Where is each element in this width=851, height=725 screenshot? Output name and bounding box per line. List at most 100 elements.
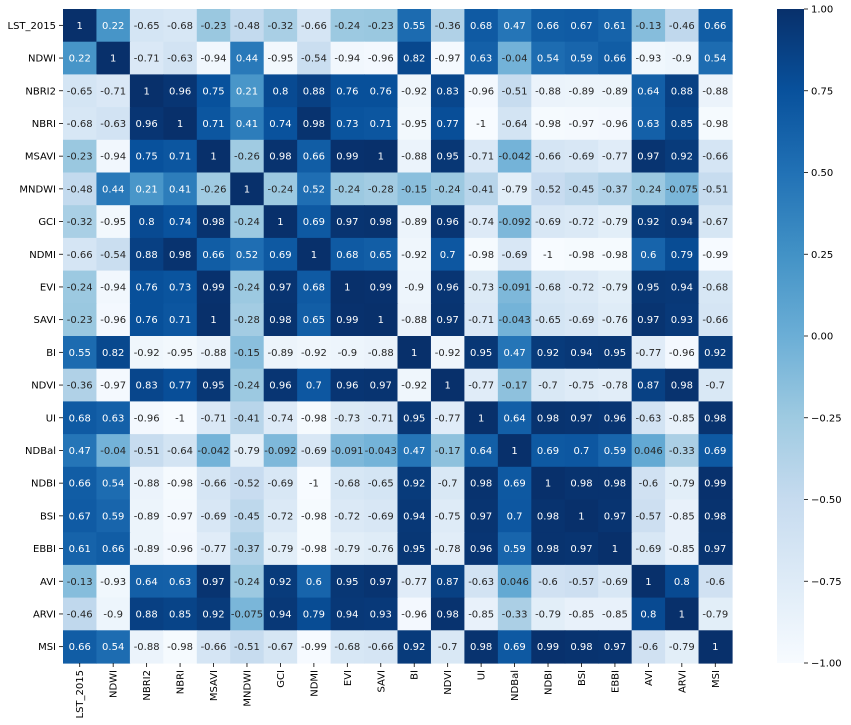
heatmap-cell [163, 205, 198, 239]
colorbar-tick-label: 0.25 [811, 250, 833, 261]
heatmap-cell [330, 368, 365, 402]
cell-value-label: 1 [244, 184, 250, 195]
heatmap-cell [397, 74, 432, 108]
heatmap-cell-labels: 1 0.22 -0.65 -0.68 -0.23 -0.48 -0.32 -0.66 -0.24… [67, 21, 728, 653]
x-tick-label: NDMI [309, 670, 320, 697]
heatmap-cell [531, 401, 566, 435]
cell-value-label: 0.97 [570, 544, 592, 555]
cell-value-label: 0.59 [503, 544, 525, 555]
heatmap-cell [129, 597, 164, 631]
heatmap-cell [564, 237, 599, 272]
heatmap-cell [330, 499, 365, 533]
heatmap-cell [698, 564, 733, 599]
cell-value-label: -0.98 [535, 119, 561, 130]
x-axis-ticks: LST_2015 NDWI NBRI2 NBRI MSAVI MNDWI GCI NDMI EV… [75, 663, 722, 718]
cell-value-label: -0.71 [100, 86, 126, 97]
heatmap-cell [163, 597, 198, 631]
heatmap-cell [230, 401, 265, 435]
heatmap-cell [230, 630, 265, 664]
colorbar-tick-label: −1.00 [811, 659, 842, 670]
cell-value-label: 0.76 [135, 282, 157, 293]
heatmap-cell [297, 499, 332, 533]
cell-value-label: 0.97 [336, 217, 358, 228]
heatmap-cell [63, 564, 98, 599]
heatmap-cell [598, 466, 633, 501]
heatmap-cell [263, 172, 298, 206]
heatmap-cell [665, 434, 700, 468]
heatmap-cell [330, 336, 365, 370]
heatmap-cell [698, 368, 733, 402]
cell-value-label: -0.85 [602, 609, 628, 620]
heatmap-cell [230, 597, 265, 631]
cell-value-label: 1 [77, 21, 83, 32]
heatmap-cell [598, 564, 633, 599]
heatmap-cell [63, 139, 98, 174]
heatmap-cell [263, 139, 298, 174]
cell-value-label: 0.97 [202, 577, 224, 588]
heatmap-cell [631, 139, 666, 174]
cell-value-label: 0.54 [102, 479, 124, 490]
heatmap-cell [96, 564, 131, 599]
heatmap-cell [330, 9, 365, 43]
cell-value-label: -0.71 [201, 413, 227, 424]
x-tick-label: ARVI [677, 670, 688, 693]
heatmap-cell [430, 107, 465, 141]
heatmap-cell [665, 270, 700, 304]
heatmap-cell [631, 630, 666, 664]
cell-value-label: -0.92 [401, 250, 427, 261]
cell-value-label: 0.69 [537, 446, 559, 457]
heatmap-cell [297, 532, 332, 566]
heatmap-cell [129, 532, 164, 566]
cell-value-label: -0.64 [167, 446, 193, 457]
cell-value-label: 0.8 [674, 577, 690, 588]
cell-value-label: -0.98 [301, 511, 327, 522]
heatmap-cell [330, 41, 365, 75]
heatmap-cell [464, 336, 499, 370]
cell-value-label: 0.69 [269, 250, 291, 261]
cell-value-label: 0.95 [637, 282, 659, 293]
cell-value-label: -0.15 [401, 184, 427, 195]
heatmap-cell [497, 630, 532, 664]
cell-value-label: 0.92 [637, 217, 659, 228]
x-tick-label: EVI [343, 670, 354, 686]
cell-value-label: 0.71 [202, 119, 224, 130]
cell-value-label: 0.99 [336, 315, 358, 326]
heatmap-cell [297, 401, 332, 435]
heatmap-cell [129, 466, 164, 501]
heatmap-cell [564, 107, 599, 141]
heatmap-cell [364, 532, 399, 566]
y-tick-label: MNDWI [19, 184, 56, 195]
cell-value-label: -0.23 [368, 21, 394, 32]
heatmap-cell [598, 368, 633, 402]
heatmap-cell [665, 368, 700, 402]
heatmap-cell [464, 597, 499, 631]
cell-value-label: 0.98 [470, 642, 492, 653]
cell-value-label: -0.042 [498, 152, 530, 163]
heatmap-cell [531, 9, 566, 43]
cell-value-label: -0.68 [167, 21, 193, 32]
heatmap-cell [698, 74, 733, 108]
x-tick-label: GCI [276, 670, 287, 688]
cell-value-label: 0.7 [306, 381, 322, 392]
heatmap-cell [631, 270, 666, 304]
heatmap-cell [531, 368, 566, 402]
x-tick-label: NBRI [176, 670, 187, 694]
heatmap-cell [531, 303, 566, 337]
heatmap-cell [497, 368, 532, 402]
cell-value-label: -0.6 [639, 479, 659, 490]
heatmap-cell [598, 597, 633, 631]
cell-value-label: -0.66 [368, 642, 394, 653]
heatmap-cell [430, 270, 465, 304]
cell-value-label: 0.69 [704, 446, 726, 457]
cell-value-label: -0.85 [669, 413, 695, 424]
cell-value-label: -0.65 [67, 86, 93, 97]
cell-value-label: 0.94 [671, 282, 693, 293]
heatmap-cell [531, 499, 566, 533]
cell-value-label: 0.44 [236, 54, 258, 65]
heatmap-cell [96, 466, 131, 501]
cell-value-label: 0.41 [236, 119, 258, 130]
cell-value-label: 0.98 [537, 544, 559, 555]
y-tick-label: NDWI [28, 54, 56, 65]
colorbar-tick-label: 1.00 [811, 5, 833, 16]
cell-value-label: 0.65 [303, 315, 325, 326]
